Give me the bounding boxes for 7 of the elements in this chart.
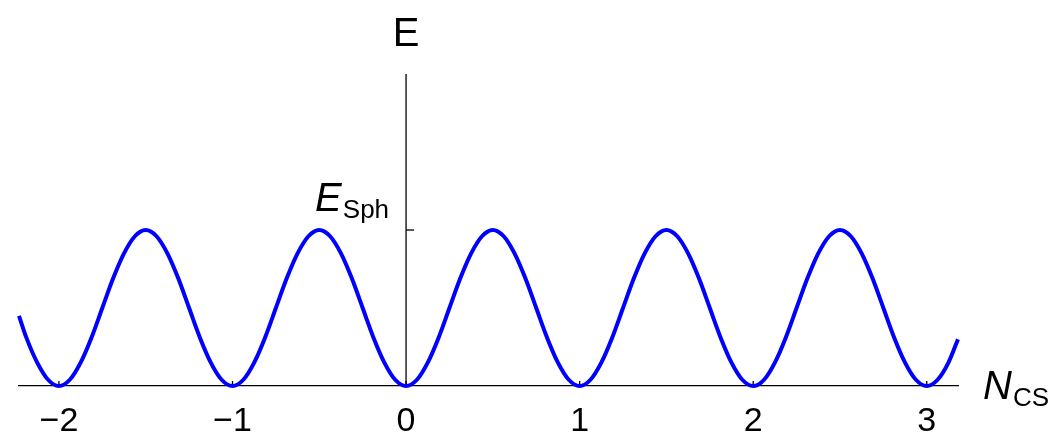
x-tick-label: 2: [743, 400, 763, 435]
x-tick-label: 3: [917, 400, 937, 435]
x-tick-label: 1: [570, 400, 590, 435]
x-tick-label: −1: [213, 400, 252, 435]
x-tick-label: 0: [396, 400, 416, 435]
y-axis-title: E: [392, 10, 420, 54]
x-tick-label: −2: [39, 400, 79, 435]
